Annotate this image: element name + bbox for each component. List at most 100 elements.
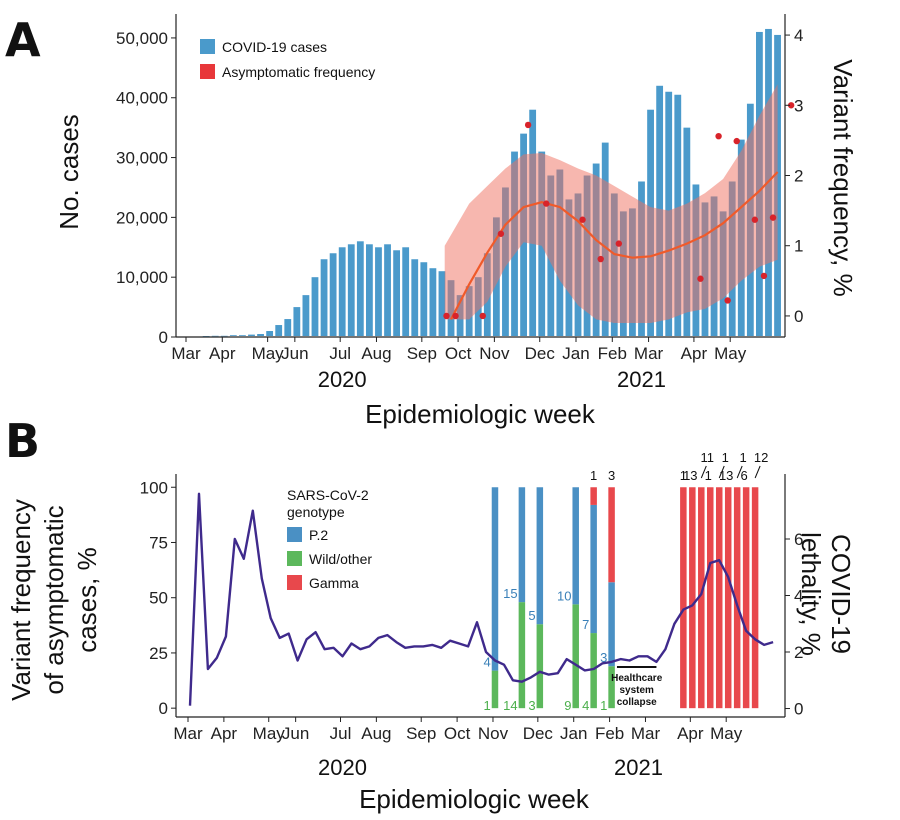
label-leader-line [754, 465, 761, 479]
case-bar [284, 319, 292, 336]
x-tick-label: Apr [209, 344, 236, 363]
p2-count-label: 5 [528, 608, 535, 623]
y2-axis-title: COVID-19 [826, 534, 856, 654]
legend-title: genotype [287, 504, 345, 520]
x-tick-label: Sep [407, 344, 437, 363]
bar-top-label: 1 [680, 468, 687, 483]
asymptomatic-point [697, 275, 704, 282]
case-bar [211, 335, 219, 337]
y-tick-label: 40,000 [116, 89, 168, 108]
genotype-bar-gamma [724, 487, 732, 709]
x-tick-label: Nov [479, 344, 510, 363]
x-tick-label: Aug [361, 344, 391, 363]
wild-count-label: 9 [564, 698, 571, 713]
y-tick-label: 25 [149, 644, 168, 663]
case-bar [429, 268, 437, 336]
wild-count-label: 4 [582, 698, 589, 713]
asymptomatic-point [715, 132, 722, 140]
year-label: 2021 [617, 367, 666, 392]
y-tick-label: 50,000 [116, 29, 168, 48]
case-bar [239, 335, 246, 336]
x-axis-title: Epidemiologic week [359, 784, 590, 814]
year-label: 2021 [614, 755, 663, 780]
x-tick-label: Dec [525, 344, 556, 363]
confidence-band [444, 84, 778, 323]
panel-b-label: B [5, 414, 40, 468]
bar-top-label: 6 [741, 468, 748, 483]
y2-tick-label: 6 [794, 530, 803, 549]
asymptomatic-point [579, 216, 586, 223]
x-tick-label: Feb [595, 724, 624, 743]
y2-tick-label: 4 [794, 587, 803, 606]
genotype-bar-gamma [689, 487, 696, 709]
collapse-annotation: system [619, 685, 654, 696]
wild-count-label: 3 [528, 698, 535, 713]
x-tick-label: Jun [281, 344, 308, 363]
bar-top-label: 1 [740, 450, 747, 465]
x-tick-label: Jun [282, 724, 309, 743]
genotype-bar-gamma [608, 487, 615, 583]
year-label: 2020 [318, 755, 367, 780]
genotype-bar-p2 [608, 582, 615, 667]
asymptomatic-point [787, 102, 795, 109]
genotype-bar-wild [536, 624, 544, 709]
genotype-bar-p2 [572, 487, 579, 605]
asymptomatic-point [769, 214, 777, 221]
lethality-line [188, 492, 774, 706]
x-tick-label: May [714, 344, 747, 363]
y2-tick-label: 4 [794, 26, 803, 45]
p2-count-label: 15 [503, 586, 517, 601]
legend-label-gamma: Gamma [309, 575, 359, 591]
panel-a-label: A [5, 13, 41, 67]
case-bar [366, 244, 373, 336]
genotype-bar-p2 [491, 487, 499, 671]
asymptomatic-point [497, 230, 505, 237]
x-tick-label: Aug [361, 724, 391, 743]
p2-count-label: 3 [600, 650, 607, 665]
bar-top-label: 13 [719, 468, 733, 483]
case-bar [202, 336, 210, 337]
genotype-bar-wild [491, 670, 499, 709]
genotype-bar-gamma [680, 487, 687, 709]
y2-tick-label: 0 [794, 307, 803, 326]
y2-tick-label: 3 [794, 96, 803, 115]
x-tick-label: Jan [562, 344, 589, 363]
label-leader-line [700, 465, 707, 479]
x-tick-label: May [710, 724, 743, 743]
asymptomatic-point [751, 216, 759, 223]
genotype-bar-gamma [751, 487, 759, 709]
x-tick-label: Mar [631, 724, 661, 743]
x-axis-title: Epidemiologic week [365, 399, 596, 429]
case-bar [420, 262, 428, 336]
case-bar [229, 335, 237, 336]
case-bar [347, 244, 355, 336]
label-leader-line [736, 465, 743, 479]
year-label: 2020 [318, 367, 367, 392]
bar-top-label: 11 [701, 450, 715, 465]
genotype-bar-p2 [518, 487, 526, 603]
wild-count-label: 1 [483, 698, 490, 713]
x-tick-label: Apr [677, 724, 704, 743]
bar-top-label: 1 [722, 450, 729, 465]
y2-axis-title: lethality, % [796, 532, 826, 656]
legend-swatch-cases [200, 39, 215, 54]
y-tick-label: 20,000 [116, 208, 168, 227]
bar-top-label: 3 [608, 468, 615, 483]
wild-count-label: 14 [503, 698, 517, 713]
x-tick-label: Mar [171, 344, 201, 363]
case-bar [402, 247, 410, 336]
p2-count-label: 4 [483, 655, 490, 670]
asymptomatic-point [479, 312, 486, 320]
case-bar [257, 334, 264, 336]
x-tick-label: Oct [444, 724, 471, 743]
genotype-bar-gamma [733, 487, 741, 709]
x-tick-label: Jul [330, 724, 352, 743]
x-tick-label: Nov [478, 724, 509, 743]
asymptomatic-point [597, 255, 604, 263]
y-axis-title: cases, % [72, 547, 102, 653]
legend-label-asymptomatic: Asymptomatic frequency [222, 64, 375, 80]
case-bar [302, 295, 310, 336]
x-tick-label: Mar [173, 724, 203, 743]
case-bar [375, 247, 382, 336]
case-bar [266, 331, 274, 336]
